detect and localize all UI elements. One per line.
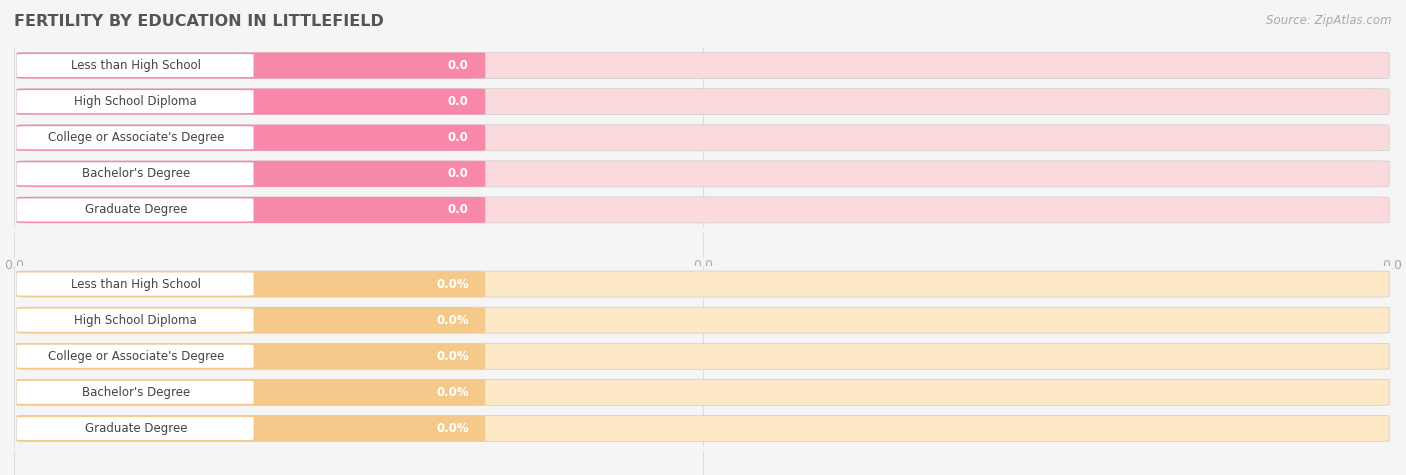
FancyBboxPatch shape <box>17 307 485 333</box>
Text: Less than High School: Less than High School <box>70 59 201 72</box>
FancyBboxPatch shape <box>17 343 485 369</box>
FancyBboxPatch shape <box>17 343 1389 369</box>
Text: 0.0%: 0.0% <box>436 277 468 291</box>
Text: 0.0: 0.0 <box>449 131 468 144</box>
Text: 0.0: 0.0 <box>449 203 468 217</box>
FancyBboxPatch shape <box>17 125 485 151</box>
FancyBboxPatch shape <box>17 199 253 221</box>
Text: High School Diploma: High School Diploma <box>75 95 197 108</box>
FancyBboxPatch shape <box>17 54 253 77</box>
FancyBboxPatch shape <box>17 416 485 441</box>
FancyBboxPatch shape <box>17 271 485 297</box>
Text: Graduate Degree: Graduate Degree <box>84 203 187 217</box>
FancyBboxPatch shape <box>17 162 253 185</box>
FancyBboxPatch shape <box>17 380 1389 405</box>
Text: Bachelor's Degree: Bachelor's Degree <box>82 167 190 180</box>
FancyBboxPatch shape <box>17 345 253 368</box>
FancyBboxPatch shape <box>17 161 1389 187</box>
FancyBboxPatch shape <box>17 309 253 332</box>
FancyBboxPatch shape <box>17 197 1389 223</box>
FancyBboxPatch shape <box>17 380 485 405</box>
FancyBboxPatch shape <box>17 90 253 113</box>
Text: 0.0: 0.0 <box>449 59 468 72</box>
Text: 0.0: 0.0 <box>449 167 468 180</box>
FancyBboxPatch shape <box>17 125 1389 151</box>
Text: Graduate Degree: Graduate Degree <box>84 422 187 435</box>
FancyBboxPatch shape <box>17 416 1389 441</box>
Text: 0.0%: 0.0% <box>436 422 468 435</box>
FancyBboxPatch shape <box>17 126 253 149</box>
Text: 0.0%: 0.0% <box>436 350 468 363</box>
Text: High School Diploma: High School Diploma <box>75 314 197 327</box>
FancyBboxPatch shape <box>17 53 485 78</box>
Text: Source: ZipAtlas.com: Source: ZipAtlas.com <box>1267 14 1392 27</box>
FancyBboxPatch shape <box>17 273 253 295</box>
Text: 0.0: 0.0 <box>449 95 468 108</box>
Text: FERTILITY BY EDUCATION IN LITTLEFIELD: FERTILITY BY EDUCATION IN LITTLEFIELD <box>14 14 384 29</box>
FancyBboxPatch shape <box>17 271 1389 297</box>
FancyBboxPatch shape <box>17 161 485 187</box>
FancyBboxPatch shape <box>17 89 1389 114</box>
FancyBboxPatch shape <box>17 89 485 114</box>
FancyBboxPatch shape <box>17 307 1389 333</box>
Text: 0.0%: 0.0% <box>436 386 468 399</box>
Text: Less than High School: Less than High School <box>70 277 201 291</box>
Text: College or Associate's Degree: College or Associate's Degree <box>48 131 224 144</box>
Text: 0.0%: 0.0% <box>436 314 468 327</box>
FancyBboxPatch shape <box>17 53 1389 78</box>
FancyBboxPatch shape <box>17 381 253 404</box>
Text: Bachelor's Degree: Bachelor's Degree <box>82 386 190 399</box>
Text: College or Associate's Degree: College or Associate's Degree <box>48 350 224 363</box>
FancyBboxPatch shape <box>17 417 253 440</box>
FancyBboxPatch shape <box>17 197 485 223</box>
